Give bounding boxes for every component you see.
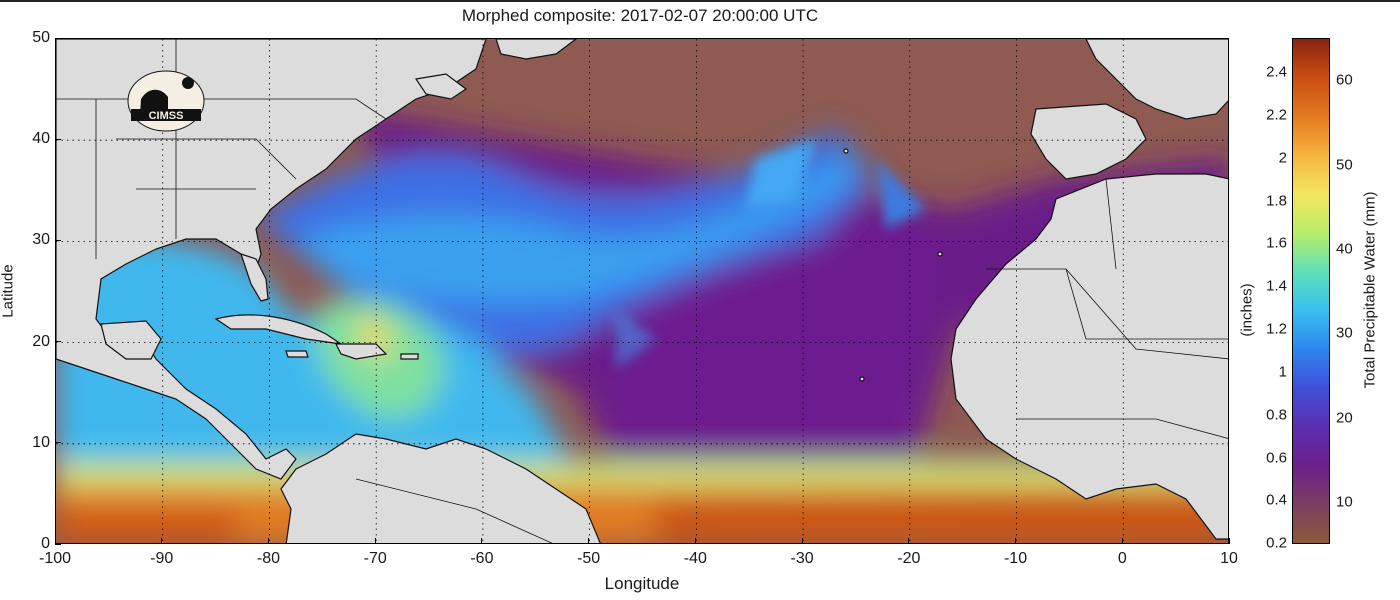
newfoundland-land [414, 73, 468, 100]
x-tick-mark [267, 538, 269, 544]
hispaniola-land [335, 343, 388, 360]
y-tick-mark [55, 341, 61, 343]
x-tick-mark [481, 538, 483, 544]
colorbar-inch-tick: 1.2 [1266, 320, 1287, 338]
y-tick-mark [55, 37, 61, 39]
x-tick-label: -30 [790, 550, 814, 567]
cuba-land [214, 314, 342, 345]
y-tick-label: 10 [32, 433, 50, 451]
canary-islands [937, 251, 943, 257]
x-tick-label: -20 [897, 550, 921, 567]
colorbar-mm-tick: 20 [1336, 409, 1353, 426]
colorbar-mm-label: Total Precipitable Water (mm) [1361, 191, 1379, 389]
y-tick-label: 20 [32, 332, 50, 350]
jamaica-land [285, 350, 309, 358]
colorbar-mm-tick: 50 [1336, 156, 1353, 173]
colorbar-inch-tick: 0.8 [1266, 406, 1287, 424]
land-masses [56, 39, 1228, 543]
colorbar-inch-tick: 1.4 [1266, 277, 1287, 295]
y-tick-mark [55, 442, 61, 444]
colorbar-inch-tick: 2 [1278, 149, 1287, 167]
y-tick-label: 40 [32, 130, 50, 148]
greenland-land [495, 39, 577, 60]
x-tick-mark [161, 538, 163, 544]
x-tick-label: -80 [256, 550, 281, 567]
x-tick-mark [1121, 538, 1123, 544]
y-tick-label: 50 [32, 29, 50, 46]
x-tick-label: -70 [363, 550, 387, 567]
x-tick-label: -90 [150, 550, 174, 567]
colorbar-inches-label: (inches) [1238, 283, 1256, 337]
x-tick-label: 0 [1117, 550, 1127, 567]
cape-verde-islands [859, 376, 865, 382]
logo-text: CIMSS [149, 110, 184, 122]
colorbar-inch-tick: 1 [1278, 363, 1287, 381]
north-america-land [56, 39, 487, 480]
x-tick-label: 10 [1220, 550, 1238, 567]
yucatan-land [100, 320, 162, 360]
y-tick-label: 30 [32, 231, 50, 249]
colorbar-inch-tick: 0.6 [1266, 449, 1287, 467]
colorbar-inch-tick: 1.8 [1266, 192, 1287, 210]
map-title: Morphed composite: 2017-02-07 20:00:00 U… [461, 6, 819, 25]
moisture-detail [616, 139, 926, 369]
colorbar-mm-tick: 60 [1336, 71, 1353, 89]
colorbar-inch-tick: 1.6 [1266, 234, 1287, 252]
y-tick-mark [55, 239, 61, 241]
colorbar-mm-tick: 10 [1336, 493, 1353, 511]
africa-land [950, 173, 1228, 540]
x-tick-mark [588, 538, 590, 544]
x-tick-label: -40 [683, 550, 707, 567]
tpw-map[interactable]: CIMSS [55, 38, 1229, 544]
y-tick-label: 0 [41, 535, 50, 552]
top-border [0, 0, 1400, 2]
x-tick-mark [801, 538, 803, 544]
x-tick-label: -10 [1003, 550, 1028, 567]
colorbar-inch-tick: 2.2 [1266, 106, 1287, 124]
x-tick-mark [1015, 538, 1017, 544]
florida-land [240, 253, 269, 302]
colorbar-mm-tick: 30 [1336, 324, 1353, 342]
y-tick-mark [55, 138, 61, 140]
y-tick-mark [55, 543, 61, 545]
colorbar-mm-tick: 40 [1336, 240, 1353, 258]
x-tick-label: -100 [38, 550, 72, 567]
x-tick-mark [374, 538, 376, 544]
x-tick-mark [694, 538, 696, 544]
colorbar-inch-tick: 0.2 [1266, 534, 1287, 552]
iberia-land [1030, 103, 1147, 180]
cimss-logo: CIMSS [127, 70, 205, 132]
colorbar-inch-tick: 2.4 [1266, 63, 1287, 81]
azores-islands [843, 148, 849, 154]
x-tick-label: -50 [577, 550, 601, 567]
x-axis-label: Longitude [604, 574, 680, 593]
colorbar [1292, 38, 1330, 544]
x-tick-mark [1228, 538, 1230, 544]
colorbar-inch-tick: 0.4 [1266, 491, 1287, 509]
x-tick-mark [908, 538, 910, 544]
x-tick-label: -60 [470, 550, 494, 567]
graticule [56, 39, 1228, 543]
x-tick-mark [54, 538, 56, 544]
south-america-land [280, 433, 601, 543]
puerto-rico-land [400, 353, 419, 360]
map-canvas: CIMSS [56, 39, 1228, 543]
y-axis-label: Latitude [0, 264, 17, 318]
europe-land [1085, 39, 1228, 120]
